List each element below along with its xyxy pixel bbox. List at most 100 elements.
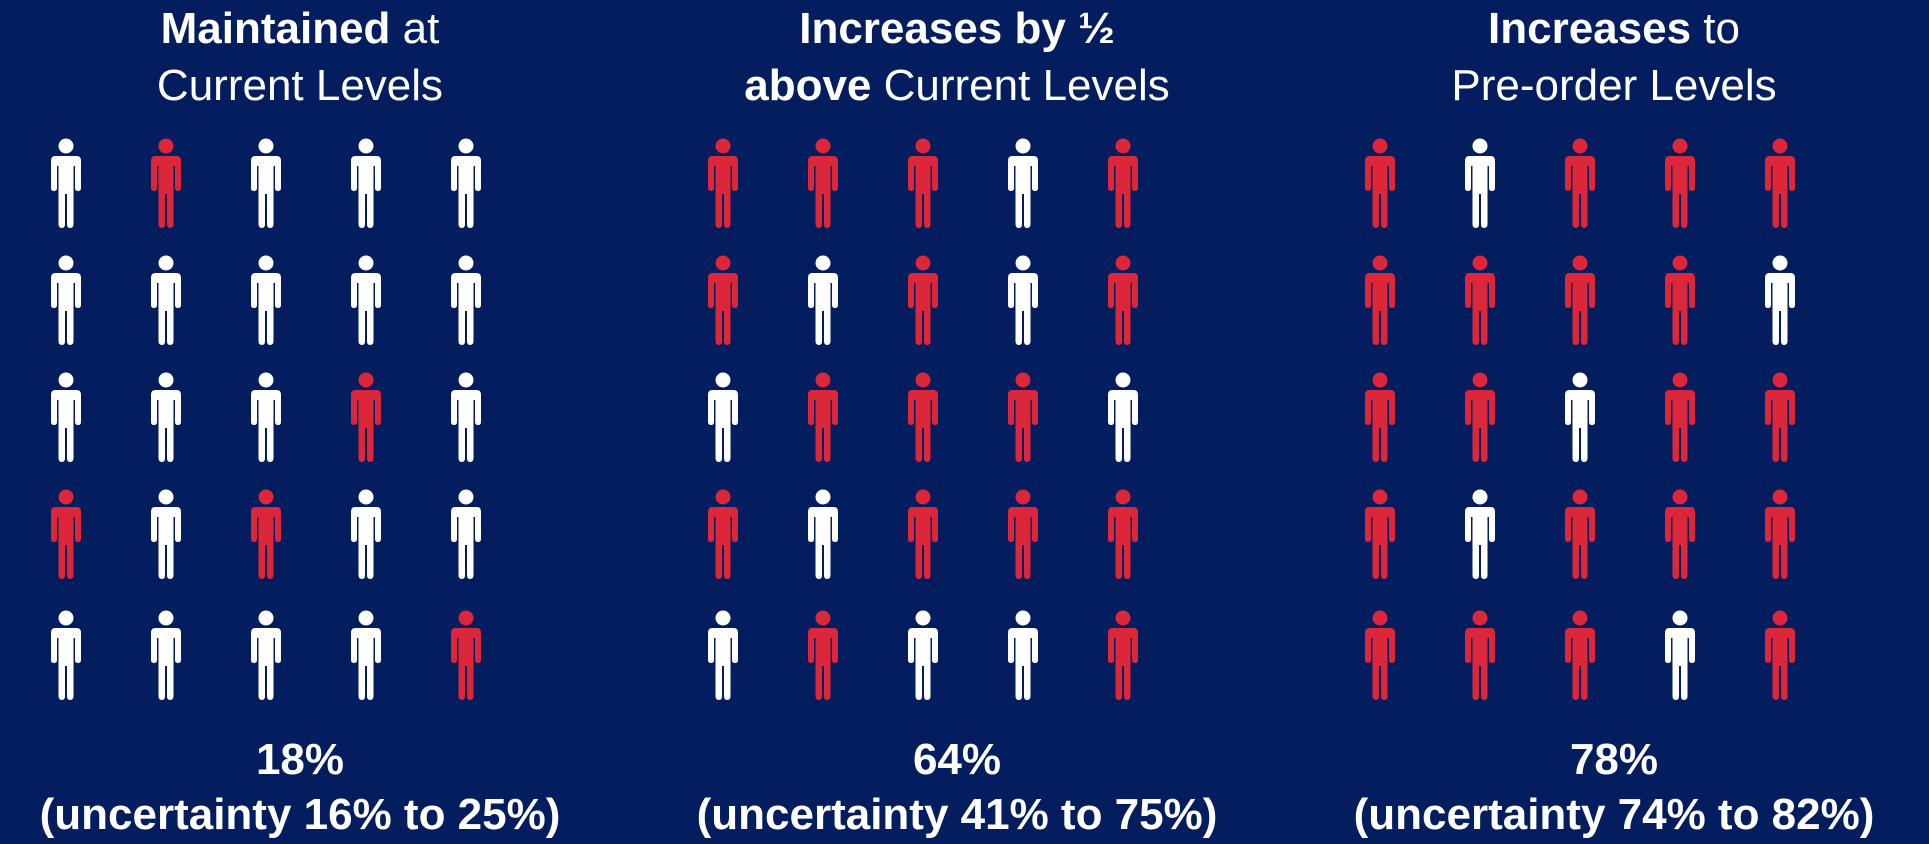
person-head [1373,256,1388,271]
person-icon [448,610,484,700]
person-marker-highlighted [1662,255,1698,345]
person-icon [1562,138,1598,228]
person-body [908,273,938,345]
person-marker-highlighted [1762,610,1798,700]
panel-stat: 18% (uncertainty 16% to 25%) [0,732,620,842]
person-icon [1105,489,1141,579]
person-body [808,156,838,228]
person-head [1473,139,1488,154]
person-marker-highlighted [805,138,841,228]
panel-title-line-1: Increases by ½ [637,0,1277,57]
person-marker [348,138,384,228]
person-marker [1462,138,1498,228]
person-icon [48,489,84,579]
person-body [1665,507,1695,579]
person-icon [1105,255,1141,345]
person-icon [248,489,284,579]
title-regular-text: at [390,4,439,53]
person-marker [1005,255,1041,345]
person-head [259,490,274,505]
person-head [1373,373,1388,388]
person-head [1573,373,1588,388]
person-body [1565,156,1595,228]
person-body [451,273,481,345]
person-icon [1562,610,1598,700]
person-icon [1762,255,1798,345]
person-marker-highlighted [1105,489,1141,579]
person-marker-highlighted [905,372,941,462]
person-body [708,156,738,228]
title-bold-text: above [744,61,871,110]
person-body [351,390,381,462]
person-head [1773,139,1788,154]
person-head [359,490,374,505]
person-body [51,507,81,579]
person-marker-highlighted [805,372,841,462]
person-body [1665,273,1695,345]
person-icon [805,255,841,345]
person-marker-highlighted [448,610,484,700]
title-bold-text: Increases by ½ [799,4,1115,53]
person-body [1565,390,1595,462]
person-icon [48,138,84,228]
person-icon [348,489,384,579]
person-head [59,490,74,505]
person-head [1473,373,1488,388]
person-marker-highlighted [1362,489,1398,579]
person-icon [705,255,741,345]
person-icon [1005,138,1041,228]
person-marker [1762,255,1798,345]
pictogram-grid [637,130,1277,710]
percent-value: 64% [637,732,1277,787]
person-marker-highlighted [1462,255,1498,345]
person-marker [148,255,184,345]
person-body [1465,628,1495,700]
title-bold-text: Increases [1488,4,1691,53]
person-icon [1462,138,1498,228]
person-icon [1662,138,1698,228]
person-head [1473,490,1488,505]
person-marker [1662,610,1698,700]
person-body [151,273,181,345]
person-head [1473,256,1488,271]
panel-increases-half: Increases by ½ above Current Levels 64% … [637,0,1277,844]
person-icon [48,255,84,345]
person-icon [805,610,841,700]
person-head [1673,256,1688,271]
person-icon [1362,372,1398,462]
pictogram-grid [0,130,620,710]
person-marker-highlighted [705,255,741,345]
person-head [459,490,474,505]
person-head [1573,490,1588,505]
person-icon [1105,372,1141,462]
person-head [459,139,474,154]
person-body [1565,273,1595,345]
person-body [1108,273,1138,345]
person-marker [1005,138,1041,228]
person-marker [705,372,741,462]
person-head [259,373,274,388]
person-head [716,490,731,505]
person-marker-highlighted [1462,610,1498,700]
person-marker [805,489,841,579]
person-body [351,507,381,579]
person-body [1765,273,1795,345]
person-head [459,611,474,626]
person-marker-highlighted [705,138,741,228]
person-marker-highlighted [805,610,841,700]
person-icon [1762,610,1798,700]
person-icon [1662,489,1698,579]
person-marker [48,255,84,345]
panel-title-line-2: Current Levels [0,57,620,114]
person-marker-highlighted [1762,489,1798,579]
person-marker-highlighted [1105,138,1141,228]
person-head [916,139,931,154]
person-head [159,139,174,154]
panel-increases-preorder: Increases to Pre-order Levels 78% (uncer… [1294,0,1929,844]
person-marker-highlighted [1362,372,1398,462]
person-icon [248,255,284,345]
person-body [708,507,738,579]
person-marker-highlighted [1562,138,1598,228]
person-icon [905,255,941,345]
person-marker [148,610,184,700]
